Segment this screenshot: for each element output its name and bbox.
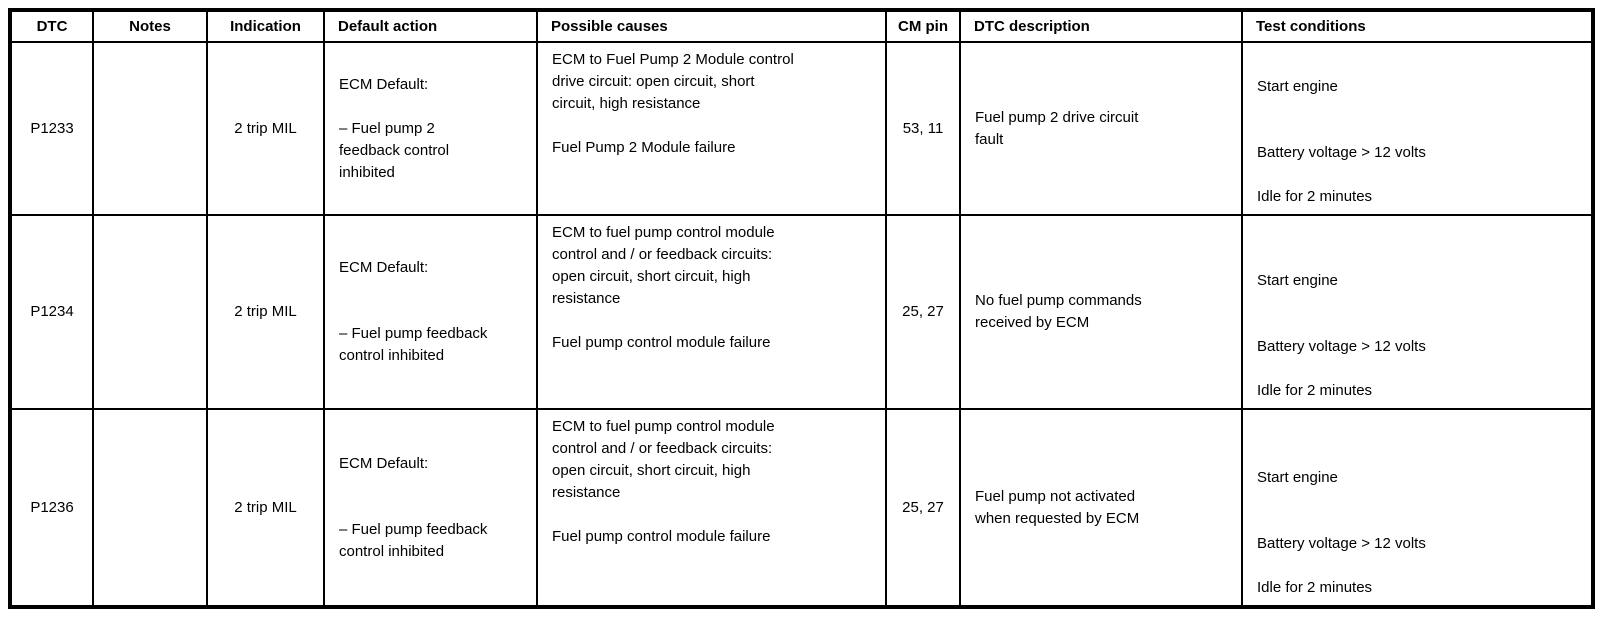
cell-test-conditions: Start engine Battery voltage > 12 volts …: [1241, 408, 1594, 608]
cell-dtc-code: P1234: [9, 214, 94, 410]
cell-indication: 2 trip MIL: [206, 41, 325, 216]
cell-cm-pin: 25, 27: [885, 214, 961, 410]
cell-dtc-code: P1233: [9, 41, 94, 216]
col-header-cm-pin: CM pin: [885, 9, 961, 43]
col-header-notes: Notes: [92, 9, 208, 43]
cell-default-action: ECM Default: – Fuel pump 2 feedback cont…: [323, 41, 538, 216]
cell-notes: [92, 41, 208, 216]
col-header-possible-causes: Possible causes: [536, 9, 887, 43]
col-header-dtc-description: DTC description: [959, 9, 1243, 43]
cell-possible-causes: ECM to fuel pump control module control …: [536, 408, 887, 608]
cell-indication: 2 trip MIL: [206, 214, 325, 410]
cell-dtc-description: No fuel pump commands received by ECM: [959, 214, 1243, 410]
cell-default-action: ECM Default: – Fuel pump feedback contro…: [323, 408, 538, 608]
cell-test-conditions: Start engine Battery voltage > 12 volts …: [1241, 41, 1594, 216]
col-header-dtc: DTC: [9, 9, 94, 43]
table-header-row: DTC Notes Indication Default action Poss…: [9, 9, 1594, 43]
cell-dtc-description: Fuel pump 2 drive circuit fault: [959, 41, 1243, 216]
cell-possible-causes: ECM to Fuel Pump 2 Module control drive …: [536, 41, 887, 216]
cell-notes: [92, 214, 208, 410]
dtc-table: DTC Notes Indication Default action Poss…: [8, 8, 1595, 609]
table-row: P1236 2 trip MIL ECM Default: – Fuel pum…: [9, 408, 1594, 608]
cell-default-action: ECM Default: – Fuel pump feedback contro…: [323, 214, 538, 410]
col-header-indication: Indication: [206, 9, 325, 43]
cell-indication: 2 trip MIL: [206, 408, 325, 608]
cell-notes: [92, 408, 208, 608]
table-row: P1233 2 trip MIL ECM Default: – Fuel pum…: [9, 41, 1594, 216]
col-header-default-action: Default action: [323, 9, 538, 43]
cell-test-conditions: Start engine Battery voltage > 12 volts …: [1241, 214, 1594, 410]
cell-cm-pin: 53, 11: [885, 41, 961, 216]
table-row: P1234 2 trip MIL ECM Default: – Fuel pum…: [9, 214, 1594, 410]
cell-dtc-code: P1236: [9, 408, 94, 608]
cell-dtc-description: Fuel pump not activated when requested b…: [959, 408, 1243, 608]
col-header-test-conditions: Test conditions: [1241, 9, 1594, 43]
cell-cm-pin: 25, 27: [885, 408, 961, 608]
cell-possible-causes: ECM to fuel pump control module control …: [536, 214, 887, 410]
